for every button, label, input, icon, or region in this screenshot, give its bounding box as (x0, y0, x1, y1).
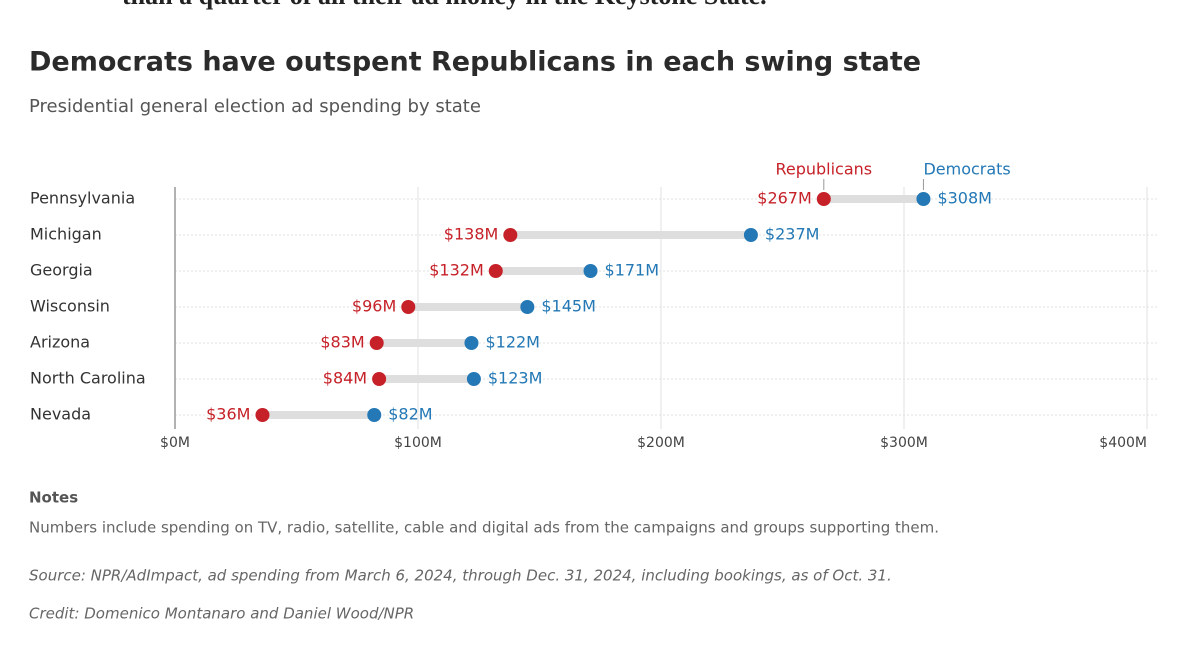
dot (583, 264, 598, 278)
value-label: $132M (429, 261, 484, 280)
x-tick-label: $100M (394, 435, 442, 451)
value-label: $171M (605, 261, 660, 280)
category-label: Michigan (30, 225, 102, 244)
value-label: $84M (323, 369, 367, 388)
x-tick-label: $0M (160, 435, 190, 451)
dot (488, 264, 503, 278)
dot (255, 408, 270, 422)
dot (816, 192, 831, 206)
dot (503, 228, 518, 242)
category-label: Arizona (30, 333, 90, 352)
value-label: $82M (388, 405, 432, 424)
value-label: $138M (444, 225, 499, 244)
value-label: $96M (352, 297, 396, 316)
dot (367, 408, 382, 422)
legend-label: Democrats (923, 160, 1010, 179)
value-label: $308M (937, 189, 992, 208)
credit: Credit: Domenico Montanaro and Daniel Wo… (29, 605, 414, 623)
source: Source: NPR/AdImpact, ad spending from M… (29, 567, 892, 585)
notes: Numbers include spending on TV, radio, s… (29, 519, 939, 537)
plot: $0M $100M $200M $300M $400M Pennsylvania $267M… (30, 160, 1157, 451)
dot (520, 300, 535, 314)
category-label: North Carolina (30, 369, 146, 388)
legend-label: Republicans (775, 160, 872, 179)
value-label: $237M (765, 225, 820, 244)
value-label: $123M (488, 369, 543, 388)
category-label: Wisconsin (30, 297, 110, 316)
value-label: $122M (485, 333, 540, 352)
value-label: $83M (320, 333, 364, 352)
article-text: than a quarter of all their ad money in … (122, 0, 767, 10)
notes-heading: Notes (29, 489, 78, 507)
dot (464, 336, 479, 350)
dot (369, 336, 384, 350)
value-label: $267M (757, 189, 812, 208)
dot (401, 300, 416, 314)
chart-title: Democrats have outspent Republicans in e… (29, 47, 921, 78)
dot (916, 192, 931, 206)
dot (743, 228, 758, 242)
dot (372, 372, 387, 386)
x-tick-label: $200M (637, 435, 685, 451)
dot (466, 372, 481, 386)
x-tick-label: $300M (880, 435, 928, 451)
value-label: $145M (541, 297, 596, 316)
value-label: $36M (206, 405, 250, 424)
category-label: Georgia (30, 261, 93, 280)
category-label: Pennsylvania (30, 189, 135, 208)
chart-subtitle: Presidential general election ad spendin… (29, 96, 481, 117)
x-tick-label: $400M (1099, 435, 1147, 451)
category-label: Nevada (30, 405, 91, 424)
